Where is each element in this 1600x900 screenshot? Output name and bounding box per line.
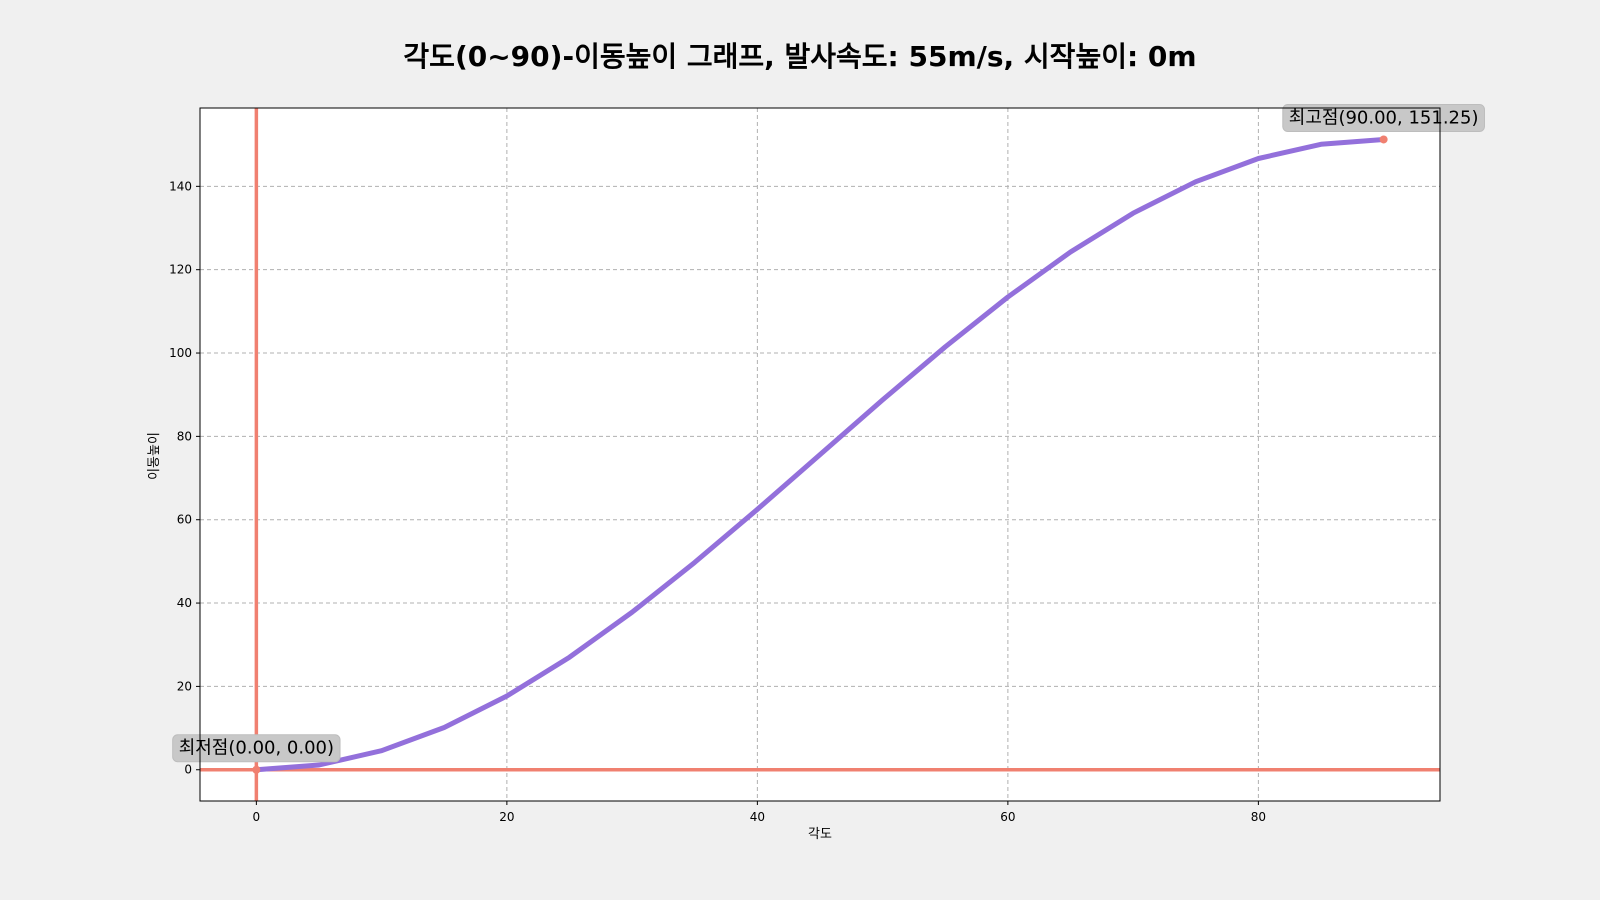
annotation-label: 최저점(0.00, 0.00) xyxy=(179,738,334,759)
y-tick-label: 80 xyxy=(177,429,192,443)
series-layer xyxy=(253,137,1387,773)
y-tick-label: 120 xyxy=(169,263,192,277)
y-tick-label: 40 xyxy=(177,596,192,610)
annotation-point xyxy=(252,765,261,774)
x-tick-label: 80 xyxy=(1251,810,1266,824)
plot-frame xyxy=(199,107,1441,802)
y-tick-label: 140 xyxy=(169,179,192,193)
x-tick-label: 40 xyxy=(750,810,765,824)
y-axis-label: 이동높이 xyxy=(147,432,162,480)
x-axis-ticks: 0 20 40 60 80 xyxy=(253,801,1266,824)
x-tick-label: 60 xyxy=(1000,810,1015,824)
y-axis-ticks: 0 20 40 60 80 100 120 140 xyxy=(169,179,200,777)
annotation-label: 최고점(90.00, 151.25) xyxy=(1289,107,1479,128)
annotation-box xyxy=(172,734,341,763)
y-tick-label: 60 xyxy=(177,513,192,527)
x-tick-label: 0 xyxy=(253,810,261,824)
y-tick-label: 0 xyxy=(184,763,192,777)
annotation-point xyxy=(1379,135,1388,144)
y-tick-label: 100 xyxy=(169,346,192,360)
chart-title: 각도(0~90)-이동높이 그래프, 발사속도: 55m/s, 시작높이: 0m xyxy=(403,40,1196,73)
annotations: 최고점(90.00, 151.25) 최저점(0.00, 0.00) xyxy=(172,103,1485,774)
max-point-annotation: 최고점(90.00, 151.25) xyxy=(1282,103,1485,132)
series-line xyxy=(253,137,1387,773)
x-tick-label: 20 xyxy=(499,810,514,824)
x-axis-label: 각도 xyxy=(808,827,832,842)
reference-lines xyxy=(200,108,1440,801)
y-tick-label: 20 xyxy=(177,679,192,693)
annotation-box xyxy=(1282,103,1485,132)
min-point-annotation: 최저점(0.00, 0.00) xyxy=(172,734,341,763)
